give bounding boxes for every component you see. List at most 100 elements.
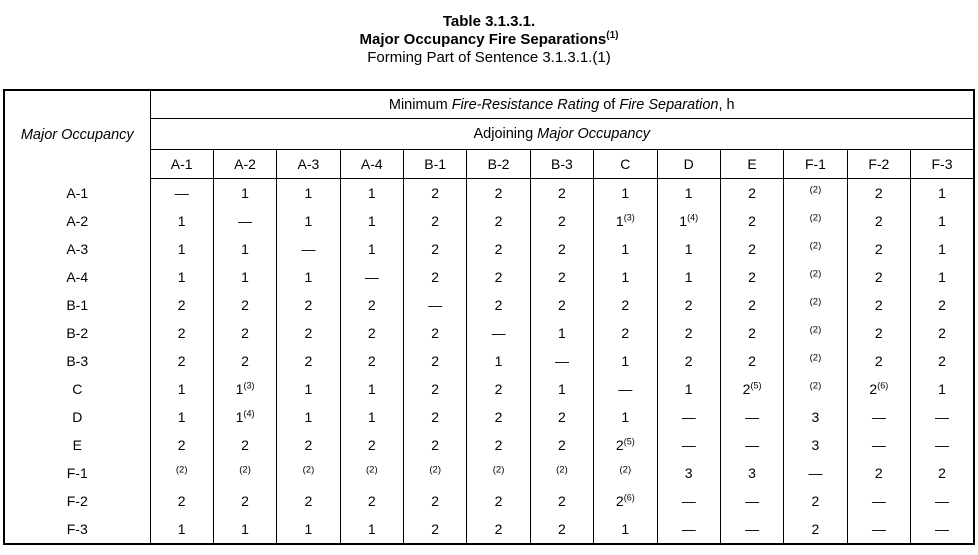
cell-f-1-a-4: (2) xyxy=(339,459,404,487)
cell-a-3-b-3: 2 xyxy=(529,235,594,263)
cell-e-b-2: 2 xyxy=(466,431,531,459)
cell-f-1-e: 3 xyxy=(719,459,784,487)
footnote-ref: (2) xyxy=(429,464,441,476)
cell-f-1-b-2: (2) xyxy=(466,459,531,487)
cell-a-2-f-2: 2 xyxy=(846,207,911,235)
table-row-a-4: A-4 1 1 1—2 2 2 1 1 2 (2) 2 1 xyxy=(4,263,974,291)
cell-f-1-d: 3 xyxy=(656,459,721,487)
cell-f-1-c: (2) xyxy=(593,459,657,487)
cell-c-a-1: 1 xyxy=(149,375,214,403)
cell-f-2-c: 2(6) xyxy=(593,487,657,515)
cell-b-2-b-2: — xyxy=(466,319,531,347)
cell-f-3-b-1: 2 xyxy=(402,515,467,544)
footnote-ref: (2) xyxy=(809,352,822,364)
column-header-b-3: B-3 xyxy=(529,149,594,179)
cell-f-3-a-3: 1 xyxy=(276,515,341,544)
footnote-ref: (2) xyxy=(556,464,568,476)
cell-b-3-a-2: 2 xyxy=(212,347,277,375)
cell-a-3-c: 1 xyxy=(593,235,657,263)
cell-b-1-a-1: 2 xyxy=(149,291,214,319)
footnote-ref: (3) xyxy=(243,380,255,391)
cell-f-3-a-4: 1 xyxy=(339,515,404,544)
table-subtitle: Forming Part of Sentence 3.1.3.1.(1) xyxy=(367,49,611,66)
cell-f-1-a-3: (2) xyxy=(276,459,341,487)
cell-d-b-1: 2 xyxy=(402,403,467,431)
cell-e-f-1: 3 xyxy=(783,431,848,459)
cell-f-2-f-3: — xyxy=(909,487,974,515)
cell-b-3-f-1: (2) xyxy=(783,347,848,375)
cell-b-3-a-3: 2 xyxy=(276,347,341,375)
cell-a-4-a-3: 1 xyxy=(276,263,341,291)
cell-f-3-a-1: 1 xyxy=(149,515,214,544)
column-headers-row: A-1 A-2 A-3 A-4 B-1 B-2 B-3 C D E F-1 F-2 F-3 xyxy=(4,149,974,179)
table-row-a-2: A-2 1—1 1 2 2 2 1(3) 1(4) 2 (2) 2 1 xyxy=(4,207,974,235)
cell-d-a-1: 1 xyxy=(149,403,214,431)
cell-b-3-f-3: 2 xyxy=(909,347,974,375)
cell-e-a-4: 2 xyxy=(339,431,404,459)
cell-a-2-a-3: 1 xyxy=(276,207,341,235)
table-row-f-3: F-3 1 1 1 1 2 2 2 1— —2— — xyxy=(4,515,974,544)
cell-b-3-c: 1 xyxy=(593,347,657,375)
cell-a-1-d: 1 xyxy=(656,178,721,207)
footnote-ref: (2) xyxy=(239,464,251,476)
cell-a-2-b-1: 2 xyxy=(402,207,467,235)
row-label-b-1: B-1 xyxy=(66,297,89,313)
cell-b-3-a-4: 2 xyxy=(339,347,404,375)
column-header-a-1: A-1 xyxy=(150,149,214,179)
row-label-c: C xyxy=(72,381,83,397)
cell-f-2-d: — xyxy=(656,487,721,515)
footnote-ref: (5) xyxy=(623,436,635,447)
cell-a-3-f-2: 2 xyxy=(846,235,911,263)
header-text-segment: Minimum xyxy=(388,96,452,113)
cell-f-3-f-1: 2 xyxy=(783,515,848,544)
footnote-ref: (4) xyxy=(687,212,699,223)
table-row-f-2: F-2 2 2 2 2 2 2 2 2(6) — —2— — xyxy=(4,487,974,515)
cell-b-2-b-1: 2 xyxy=(402,319,467,347)
cell-b-1-d: 2 xyxy=(656,291,721,319)
table-caption: Table 3.1.3.1. Major Occupancy Fire Sepa… xyxy=(0,0,978,67)
header-text-segment: , h xyxy=(718,96,735,113)
cell-b-1-f-2: 2 xyxy=(846,291,911,319)
cell-c-a-2: 1(3) xyxy=(212,375,277,403)
cell-a-1-e: 2 xyxy=(719,178,784,207)
cell-b-2-f-3: 2 xyxy=(909,319,974,347)
row-label-a-3: A-3 xyxy=(66,241,89,257)
cell-d-e: — xyxy=(719,403,784,431)
cell-a-4-f-1: (2) xyxy=(783,263,848,291)
cell-a-2-e: 2 xyxy=(719,207,784,235)
row-label-a-1: A-1 xyxy=(66,184,89,201)
cell-b-2-a-3: 2 xyxy=(276,319,341,347)
cell-a-1-f-3: 1 xyxy=(909,178,974,207)
cell-a-1-b-1: 2 xyxy=(402,178,467,207)
footnote-ref: (2) xyxy=(809,268,822,280)
cell-d-a-3: 1 xyxy=(276,403,341,431)
table-row-b-3: B-3 2 2 2 2 2 1—1 2 2 (2) 2 2 xyxy=(4,347,974,375)
cell-c-d: 1 xyxy=(656,375,721,403)
column-header-f-3: F-3 xyxy=(909,149,974,179)
cell-b-2-c: 2 xyxy=(593,319,657,347)
cell-a-2-f-1: (2) xyxy=(783,207,848,235)
cell-f-1-b-3: (2) xyxy=(529,459,594,487)
cell-a-1-f-2: 2 xyxy=(846,178,911,207)
cell-a-3-f-3: 1 xyxy=(909,235,974,263)
table-row-e: E 2 2 2 2 2 2 2 2(5) — —3— — xyxy=(4,431,974,459)
cell-c-a-3: 1 xyxy=(276,375,341,403)
cell-d-a-2: 1(4) xyxy=(212,403,277,431)
column-header-b-2: B-2 xyxy=(466,149,531,179)
table-row-b-1: B-1 2 2 2 2—2 2 2 2 2 (2) 2 2 xyxy=(4,291,974,319)
cell-c-b-3: 1 xyxy=(529,375,594,403)
cell-e-b-1: 2 xyxy=(402,431,467,459)
cell-c-f-2: 2(6) xyxy=(846,375,911,403)
cell-a-2-f-3: 1 xyxy=(909,207,974,235)
cell-a-4-a-2: 1 xyxy=(212,263,277,291)
footnote-ref: (2) xyxy=(809,324,822,336)
header-text-segment: Fire Separation xyxy=(619,96,719,113)
cell-a-3-a-3: — xyxy=(276,235,341,263)
cell-f-3-f-2: — xyxy=(846,515,911,544)
cell-f-2-e: — xyxy=(719,487,784,515)
cell-e-a-2: 2 xyxy=(212,431,277,459)
cell-b-3-f-2: 2 xyxy=(846,347,911,375)
footnote-ref: (2) xyxy=(809,240,822,252)
cell-a-2-b-2: 2 xyxy=(466,207,531,235)
